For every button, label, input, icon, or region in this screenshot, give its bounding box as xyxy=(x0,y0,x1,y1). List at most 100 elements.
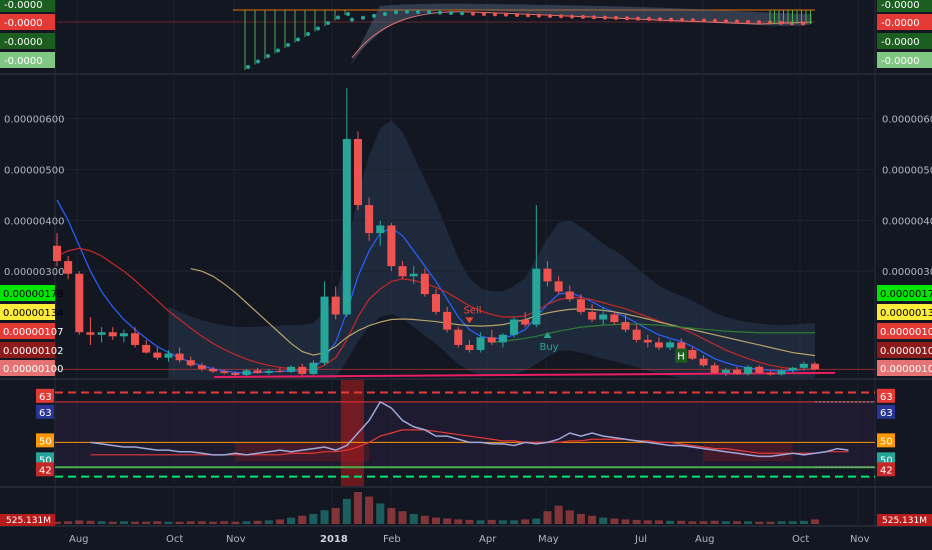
oscillator-level-label-right: 42 xyxy=(880,465,893,476)
top-panel-dot xyxy=(713,18,717,23)
x-axis-tick-label: Aug xyxy=(69,534,89,545)
volume-bar xyxy=(387,508,396,524)
candle xyxy=(164,350,173,362)
series-line-2 xyxy=(190,268,816,357)
top-panel-badge-right xyxy=(877,14,932,30)
volume-bar xyxy=(253,520,262,524)
candle xyxy=(476,332,485,353)
volume-bar xyxy=(599,517,608,524)
candle-body xyxy=(175,353,184,361)
volume-bar xyxy=(688,521,697,524)
top-panel-badge-label-right: -0.0000 xyxy=(881,18,920,29)
top-panel-badge-right xyxy=(877,0,932,12)
volume-bar xyxy=(331,508,340,524)
candle xyxy=(409,266,418,284)
candle-body xyxy=(431,294,441,312)
volume-bar xyxy=(108,521,117,524)
volume-bar xyxy=(398,511,407,524)
candle xyxy=(353,131,362,211)
candle xyxy=(599,306,608,325)
top-panel-dot xyxy=(306,32,310,36)
volume-bar xyxy=(621,519,630,524)
x-axis-tick-label: Nov xyxy=(850,534,870,545)
price-badge-label-right: 0.00000102 xyxy=(880,346,932,357)
candle-body xyxy=(287,366,296,372)
top-panel-dot xyxy=(691,18,695,23)
candle xyxy=(175,347,184,363)
top-panel-dot xyxy=(779,20,783,25)
candle xyxy=(420,268,429,297)
candle-body xyxy=(242,370,251,375)
top-panel-badge-label-left: -0.0000 xyxy=(4,18,43,29)
top-panel-dot xyxy=(460,11,464,16)
candle xyxy=(86,316,95,345)
price-tick-label-right: 0.00000400 xyxy=(882,216,932,227)
top-panel-dot xyxy=(416,9,420,14)
oscillator-level-label-right: 50 xyxy=(880,455,893,466)
x-axis-tick-label: Apr xyxy=(479,534,497,545)
candle-body xyxy=(409,273,418,277)
volume-bar xyxy=(588,515,597,524)
top-panel-badge-label-right: -0.0000 xyxy=(881,0,920,11)
candle xyxy=(209,366,218,373)
top-panel-dot xyxy=(625,16,629,21)
candle-body xyxy=(209,368,218,372)
price-tick-label-right: 0.00000600 xyxy=(882,115,932,126)
top-panel-dot xyxy=(383,11,387,16)
candle-body xyxy=(732,369,741,374)
top-panel-dot xyxy=(746,19,750,24)
candle-body xyxy=(510,319,519,335)
volume-bar xyxy=(209,521,218,524)
price-badge-label-right: 0.00000134 xyxy=(880,308,932,319)
volume-bar xyxy=(755,521,764,524)
top-panel-dot xyxy=(515,12,519,17)
top-panel-dot xyxy=(603,15,607,20)
candle xyxy=(309,360,318,375)
buy-arrow-icon xyxy=(543,332,552,339)
x-axis-tick-label: Feb xyxy=(383,534,401,545)
candle-body xyxy=(75,273,84,333)
volume-bar xyxy=(710,520,719,524)
volume-bar xyxy=(766,521,775,524)
price-tick-label-left: 0.00000400 xyxy=(4,216,64,227)
top-panel-dot xyxy=(405,9,409,14)
volume-bar xyxy=(131,521,140,524)
candle-body xyxy=(632,329,641,340)
candle xyxy=(454,327,463,348)
top-panel-dot xyxy=(757,20,761,25)
candle xyxy=(588,304,597,323)
candle-body xyxy=(298,366,307,374)
volume-bar xyxy=(320,510,329,524)
volume-badge-left xyxy=(0,514,55,526)
price-badge-right xyxy=(877,323,932,339)
candle-body xyxy=(521,319,530,325)
candle xyxy=(565,285,574,302)
oscillator-level-label-left: 63 xyxy=(39,408,52,419)
price-badge-label-left: 0.00000100 xyxy=(3,364,63,375)
candle xyxy=(710,362,719,374)
oscillator-level-badge-left xyxy=(36,433,54,448)
price-badge-label-left: 0.00000179 xyxy=(3,289,63,300)
volume-bar xyxy=(186,521,195,524)
volume-bar xyxy=(643,520,652,524)
x-axis-tick-label: 2018 xyxy=(320,534,348,545)
top-panel-badge-label-left: -0.0000 xyxy=(4,56,43,67)
candle-body xyxy=(766,372,775,375)
candle xyxy=(153,347,162,361)
candle-body xyxy=(643,339,652,343)
oscillator-rsi-line xyxy=(90,400,849,458)
price-badge-left xyxy=(0,285,55,301)
volume-bar xyxy=(164,521,173,524)
top-panel-badge-left xyxy=(0,33,55,49)
candle-body xyxy=(108,332,117,337)
candle-body xyxy=(231,372,240,375)
candle-body xyxy=(487,337,496,343)
candle-body xyxy=(799,363,808,368)
top-panel-dot xyxy=(493,12,497,17)
candle-body xyxy=(398,266,407,277)
top-panel-dot xyxy=(482,11,486,16)
candle xyxy=(376,220,385,246)
top-panel-badge-left xyxy=(0,52,55,68)
price-badge-label-right: 0.00000100 xyxy=(880,364,932,375)
